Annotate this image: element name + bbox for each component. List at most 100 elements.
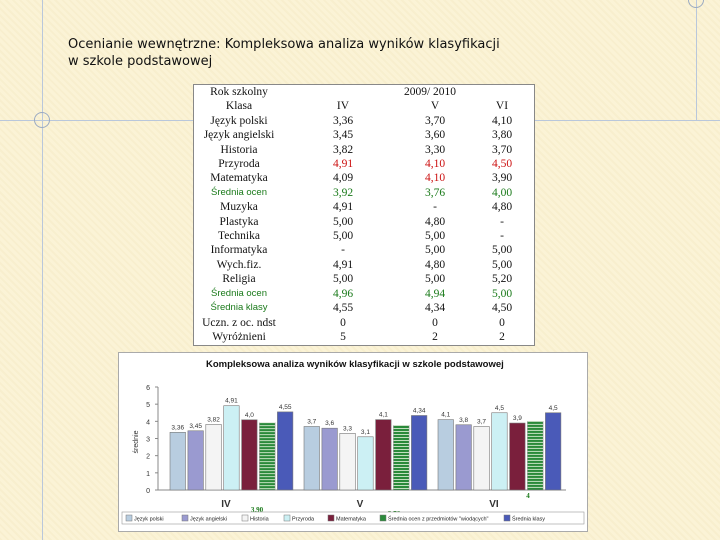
table-header-class: Klasa IV V VI [193,99,535,113]
table-row: Język polski 3,36 3,70 4,10 [193,114,535,128]
cell-c3: 4,50 [491,158,513,171]
y-tick-label: 4 [146,419,150,426]
table-row: Język angielski 3,45 3,60 3,80 [193,128,535,142]
bar-6 [411,415,428,491]
table-row: Przyroda 4,91 4,10 4,50 [193,157,535,171]
bar-data-label: 3,36 [171,424,184,431]
cell-c1: 4,91 [332,158,354,171]
cell-c2: 2 [432,330,438,343]
legend-box [121,511,585,525]
cell-c3: 4,10 [491,114,513,127]
cell-c3: 5,20 [491,273,513,286]
row-label: Średnia klasy [210,302,268,314]
row-label: Historia [220,143,258,156]
cell-c1: 3,45 [332,129,354,142]
header-class-v: V [430,100,440,113]
bar-4 [375,419,392,491]
bar-3 [357,436,374,491]
bar-data-label: 3,6 [325,420,334,427]
cell-c1: 4,91 [332,201,354,214]
cell-c3: 4,00 [491,186,513,199]
bar-data-label: 3,45 [189,423,202,430]
table-row: Uczn. z oc. ndst 0 0 0 [193,316,535,330]
cell-c3: 2 [499,330,505,343]
cell-c2: - [433,201,437,214]
cell-c3: - [500,215,504,228]
cell-c2: 4,80 [424,215,446,228]
cell-c1: 4,09 [332,172,354,185]
y-tick-label: 0 [146,488,150,495]
row-label: Język polski [210,114,268,127]
bar-data-label: 3,82 [207,416,220,423]
bar-data-label: 4,1 [379,412,388,419]
cell-c1: 4,55 [332,302,354,315]
legend-swatch [181,514,189,522]
bar-data-label: 4,5 [549,405,558,412]
table-row: Średnia ocen 3,92 3,76 4,00 [193,186,535,200]
x-category-label: IV [221,499,231,510]
bar-6 [545,412,562,491]
cell-c3: 3,80 [491,129,513,142]
bar-data-label: 3,9 [513,415,522,422]
slide-title-line1: Ocenianie wewnętrzne: Kompleksowa analiz… [68,37,500,52]
legend-item: Średnia ocen z przedmiotów "wiodących" [388,515,489,523]
cell-c1: 5,00 [332,273,354,286]
table-row: Plastyka 5,00 4,80 - [193,215,535,229]
cell-c2: 0 [432,316,438,329]
row-label: Wych.fiz. [216,258,262,271]
cell-c2: 5,00 [424,230,446,243]
cell-c2: 3,60 [424,129,446,142]
cell-c2: 5,00 [424,273,446,286]
bar-data-label: 4,0 [245,412,254,419]
legend-swatch [241,514,249,522]
bar-4 [241,419,258,491]
table-row: Historia 3,82 3,30 3,70 [193,143,535,157]
header-class-iv: IV [336,100,350,113]
table-row: Matematyka 4,09 4,10 3,90 [193,171,535,185]
bar-chart: Kompleksowa analiza wyników klasyfikacji… [121,359,585,525]
cell-c1: 4,91 [332,258,354,271]
cell-c3: 5,00 [491,258,513,271]
chart-title: Kompleksowa analiza wyników klasyfikacji… [206,359,504,370]
legend-item: Język polski [134,517,164,523]
bar-0 [437,419,454,491]
legend-item: Średnia klasy [512,515,545,523]
cell-c3: 0 [499,316,505,329]
cell-c2: 3,70 [424,114,446,127]
bar-2 [473,426,490,491]
cell-c2: 5,00 [424,244,446,257]
row-label: Plastyka [219,215,259,228]
y-axis-label: średnie [133,430,140,453]
bar-1 [455,424,472,491]
slide-title-line2: w szkole podstawowej [68,54,213,69]
bar-5 [393,425,410,491]
bar-6 [277,411,294,491]
cell-c3: 4,80 [491,201,513,214]
cell-c2: 4,94 [424,287,446,300]
header-year-value: 2009/ 2010 [403,86,457,98]
legend-item: Historia [250,517,270,523]
cell-c1: 3,82 [332,143,354,156]
y-tick-label: 5 [146,402,150,409]
cell-c1: - [341,244,345,257]
legend-item: Matematyka [336,517,367,523]
bar-5 [527,421,544,491]
legend-item: Język angielski [190,517,227,523]
cell-c2: 3,76 [424,186,446,199]
table-row: Religia 5,00 5,00 5,20 [193,272,535,286]
x-category-label: VI [489,499,499,510]
bar-data-label: 3,1 [361,429,370,436]
cell-c3: 5,00 [491,287,513,300]
legend-swatch [327,514,335,522]
table-row: Średnia ocen 4,96 4,94 5,00 [193,287,535,301]
table-row: Wyróżnieni 5 2 2 [193,330,535,344]
y-tick-label: 6 [146,385,150,392]
legend-swatch [125,514,133,522]
row-label: Średnia ocen [211,287,267,299]
table-row: Wych.fiz. 4,91 4,80 5,00 [193,258,535,272]
bar-2 [205,424,222,491]
row-label: Informatyka [210,244,268,257]
row-label: Technika [218,230,260,243]
cell-c1: 5 [340,330,346,343]
bar-0 [169,432,186,491]
